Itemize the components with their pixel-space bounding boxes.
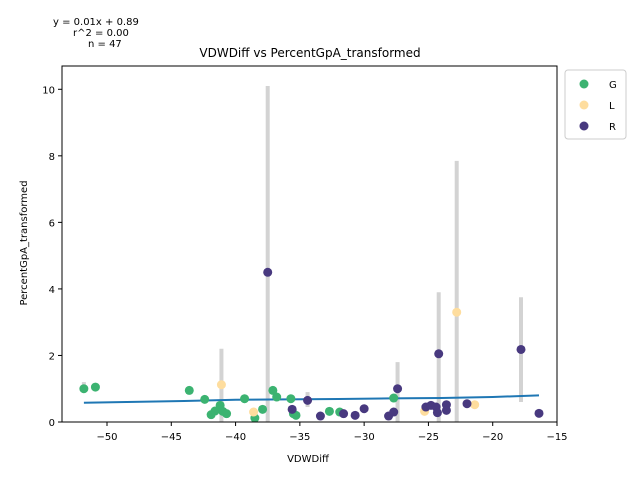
point-r-19 (534, 408, 544, 418)
x-tick-label: −45 (161, 432, 182, 443)
point-g-11 (258, 404, 268, 414)
x-axis-label: VDWDiff (287, 454, 330, 465)
point-g-8 (222, 409, 232, 419)
point-r-13 (432, 408, 442, 418)
y-tick-label: 0 (49, 418, 55, 429)
legend-box (564, 69, 627, 140)
plot-frame (61, 65, 558, 423)
point-g-17 (324, 406, 334, 416)
point-g-12 (268, 385, 278, 395)
point-r-6 (359, 404, 369, 414)
legend-label-g: G (609, 80, 617, 91)
regression-line (83, 394, 540, 404)
regression-n: n = 47 (88, 39, 122, 50)
data-points (79, 267, 544, 423)
plot-background (62, 66, 557, 422)
y-tick-label: 10 (42, 85, 55, 96)
point-g-13 (272, 392, 282, 402)
x-tick-label: −40 (225, 432, 246, 443)
x-tick-label: −35 (289, 432, 310, 443)
point-g-19 (389, 393, 399, 403)
y-tick-label: 2 (49, 351, 55, 362)
x-tick-label: −25 (418, 432, 439, 443)
chart-title: VDWDiff vs PercentGpA_transformed (199, 46, 420, 60)
plot-border (61, 65, 558, 423)
point-r-16 (441, 405, 451, 415)
legend-marker-g (579, 79, 589, 89)
point-r-8 (389, 407, 399, 417)
plot-area (62, 66, 557, 422)
x-tick-label: −30 (354, 432, 375, 443)
point-r-18 (516, 344, 526, 354)
legend-marker-l (579, 100, 589, 110)
point-g-9 (240, 394, 250, 404)
x-axis-ticks: −50 −45 −40 −35 −30 −25 −20 −15 (96, 422, 568, 443)
legend-label-r: R (609, 122, 616, 133)
point-r-14 (434, 349, 444, 359)
point-r-3 (315, 411, 325, 421)
point-g-2 (184, 385, 194, 395)
y-tick-label: 8 (49, 152, 55, 163)
point-r-17 (462, 399, 472, 409)
point-g-1 (90, 382, 100, 392)
point-l-4 (470, 400, 480, 410)
legend-marker-r (579, 121, 589, 131)
point-l-0 (216, 380, 226, 390)
x-tick-label: −50 (96, 432, 117, 443)
y-axis-ticks: 0 2 4 6 8 10 (42, 85, 62, 429)
point-r-5 (350, 410, 360, 420)
legend: GLR (564, 69, 627, 140)
y-tick-label: 4 (49, 285, 55, 296)
trend-line (83, 394, 540, 404)
point-g-0 (79, 384, 89, 394)
regression-stats: y = 0.01x + 0.89 r^2 = 0.00 n = 47 (53, 17, 139, 50)
point-g-3 (200, 394, 210, 404)
point-r-1 (287, 404, 297, 414)
point-l-3 (452, 307, 462, 317)
point-l-1 (249, 407, 259, 417)
regression-r2: r^2 = 0.00 (73, 28, 129, 39)
point-r-2 (303, 395, 313, 405)
y-axis-label: PercentGpA_transformed (19, 180, 30, 305)
point-r-9 (393, 384, 403, 394)
x-tick-label: −20 (482, 432, 503, 443)
regression-equation: y = 0.01x + 0.89 (53, 17, 139, 28)
point-g-14 (286, 394, 296, 404)
x-tick-label: −15 (546, 432, 567, 443)
point-r-4 (339, 409, 349, 419)
y-tick-label: 6 (49, 218, 55, 229)
point-r-0 (263, 267, 273, 277)
legend-label-l: L (609, 101, 615, 112)
